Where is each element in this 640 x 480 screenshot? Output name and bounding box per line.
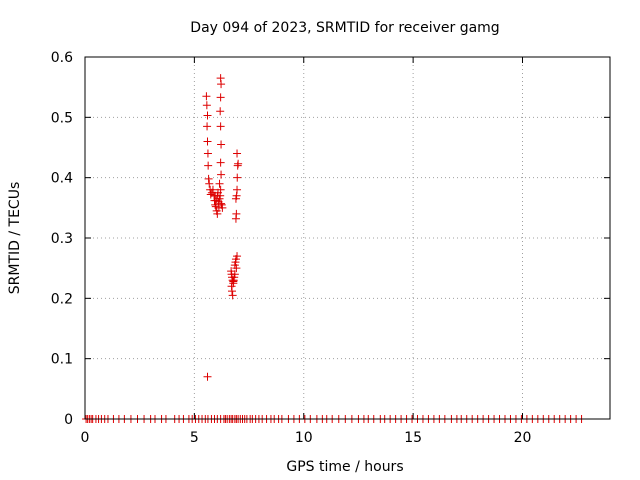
data-point	[216, 93, 225, 102]
data-point	[215, 179, 224, 188]
data-point	[211, 191, 220, 200]
x-tick-label: 15	[404, 430, 422, 446]
data-point	[218, 203, 227, 212]
x-tick-label: 5	[190, 430, 199, 446]
x-tick-label: 10	[295, 430, 313, 446]
y-tick-label: 0.3	[51, 231, 73, 247]
data-points	[82, 74, 586, 423]
data-point	[233, 252, 242, 261]
data-point	[217, 170, 226, 179]
data-point	[233, 173, 242, 182]
data-point	[232, 264, 241, 273]
y-tick-labels: 0 0.1 0.2 0.3 0.4 0.5 0.6	[51, 50, 73, 428]
data-point	[231, 258, 240, 267]
y-tick-label: 0.4	[51, 171, 73, 187]
x-tick-labels: 0 5 10 15 20	[81, 430, 532, 446]
data-point	[229, 277, 238, 286]
data-point	[231, 214, 240, 223]
data-point	[216, 107, 225, 116]
data-point	[208, 185, 217, 194]
plot-frame	[84, 56, 611, 420]
data-point	[217, 199, 226, 208]
data-point	[233, 149, 242, 158]
data-point	[231, 194, 240, 203]
chart-title: Day 094 of 2023, SRMTID for receiver gam…	[190, 20, 499, 36]
x-tick-label: 0	[81, 430, 90, 446]
data-point	[230, 273, 239, 282]
gridlines	[85, 57, 610, 419]
data-point	[216, 122, 225, 131]
data-point	[204, 174, 213, 183]
data-point	[204, 161, 213, 170]
y-tick-label: 0.2	[51, 291, 73, 307]
data-point	[217, 80, 226, 89]
data-point	[227, 267, 236, 276]
data-point	[234, 159, 243, 168]
data-point	[228, 291, 237, 300]
data-point	[202, 92, 211, 101]
data-point	[202, 101, 211, 110]
data-point	[203, 372, 212, 381]
data-point	[228, 287, 236, 296]
y-tick-label: 0.6	[51, 50, 73, 66]
data-point	[205, 179, 214, 188]
data-point	[203, 111, 212, 120]
y-tick-label: 0	[64, 412, 73, 428]
y-tick-label: 0.5	[51, 110, 73, 126]
data-point	[216, 158, 225, 167]
data-point	[203, 149, 212, 158]
x-axis-label: GPS time / hours	[286, 459, 403, 475]
data-point	[203, 137, 212, 146]
axis-ticks	[84, 56, 610, 420]
data-point	[216, 185, 225, 194]
data-point	[203, 122, 212, 131]
data-point	[217, 140, 226, 149]
y-axis-label: SRMTID / TECUs	[7, 182, 23, 295]
data-point	[206, 190, 215, 199]
y-tick-label: 0.1	[51, 352, 73, 368]
data-point	[213, 209, 222, 218]
x-tick-label: 20	[514, 430, 532, 446]
